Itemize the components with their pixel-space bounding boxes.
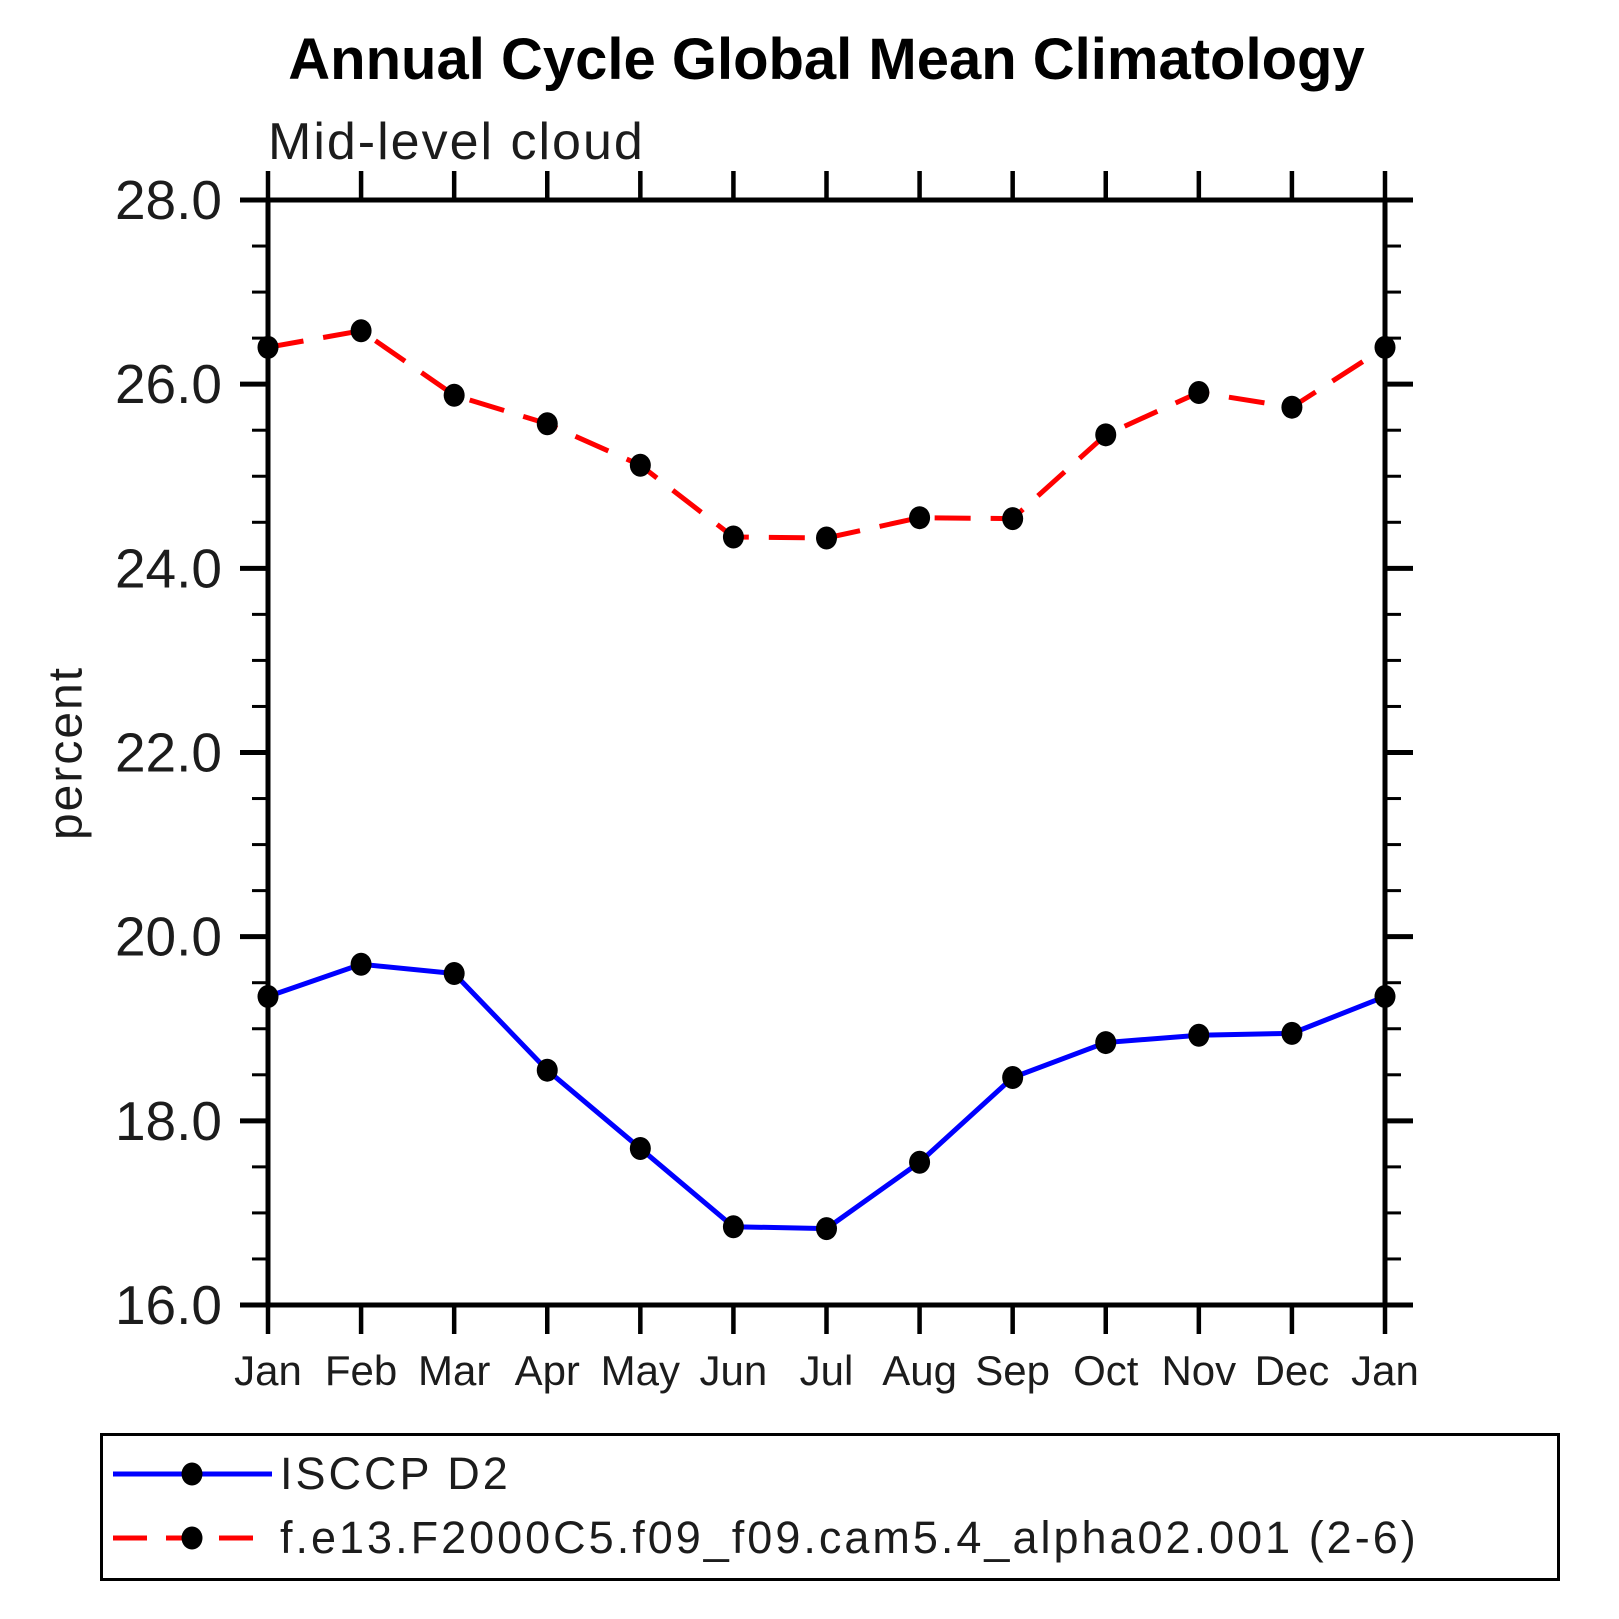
series-line-1 <box>267 328 1387 541</box>
data-point-marker <box>816 1217 837 1241</box>
data-point-marker <box>1095 1031 1117 1055</box>
x-tick-label: Mar <box>418 1347 490 1394</box>
data-point-marker <box>722 1215 744 1239</box>
legend-line-sample <box>113 1526 272 1550</box>
data-point-marker <box>350 319 372 343</box>
x-tick-label: Nov <box>1161 1347 1236 1394</box>
legend-label: ISCCP D2 <box>280 1448 511 1499</box>
x-tick-label: Jan <box>1351 1347 1419 1394</box>
data-point-marker <box>1281 395 1303 419</box>
data-point-marker <box>1374 335 1396 359</box>
x-tick-label: Jul <box>800 1347 854 1394</box>
data-point-marker <box>536 1058 558 1082</box>
data-point-marker <box>257 985 279 1009</box>
data-point-marker <box>816 526 837 550</box>
data-point-marker <box>629 1136 651 1160</box>
chart-title: Annual Cycle Global Mean Climatology <box>288 27 1365 92</box>
data-point-marker <box>1281 1021 1303 1045</box>
legend-label: f.e13.F2000C5.f09_f09.cam5.4_alpha02.001… <box>280 1512 1419 1563</box>
data-point-marker <box>443 962 465 985</box>
legend-sample-marker <box>181 1526 203 1550</box>
plot-frame <box>265 197 1388 1308</box>
y-tick-label: 24.0 <box>115 537 222 599</box>
x-tick-label: Apr <box>515 1347 580 1394</box>
x-tick-label: Sep <box>975 1347 1050 1394</box>
legend-line-sample <box>113 1462 272 1486</box>
y-tick-label: 28.0 <box>115 169 222 231</box>
y-tick-label: 22.0 <box>115 722 222 784</box>
data-point-marker <box>443 383 465 407</box>
data-point-marker <box>629 453 651 477</box>
data-point-marker <box>1188 1023 1210 1047</box>
data-point-marker <box>722 525 744 549</box>
legend-item: f.e13.F2000C5.f09_f09.cam5.4_alpha02.001… <box>103 1510 1557 1566</box>
data-point-marker <box>1374 985 1396 1009</box>
y-tick-label: 20.0 <box>115 906 222 968</box>
y-tick-label: 26.0 <box>115 353 222 415</box>
data-point-marker <box>1002 507 1024 531</box>
x-tick-label: Oct <box>1073 1347 1139 1394</box>
y-tick-label: 18.0 <box>115 1090 222 1152</box>
x-tick-label: Feb <box>325 1347 397 1394</box>
data-point-marker <box>536 412 558 436</box>
data-point-marker <box>909 1150 931 1174</box>
data-point-marker <box>350 952 372 976</box>
y-tick-label: 16.0 <box>115 1274 222 1336</box>
legend-sample-marker <box>181 1462 203 1486</box>
x-tick-label: Jan <box>234 1347 302 1394</box>
x-tick-label: Jun <box>700 1347 768 1394</box>
series-line-0 <box>267 961 1386 1232</box>
legend-item: ISCCP D2 <box>103 1446 1557 1502</box>
data-point-marker <box>1002 1066 1024 1090</box>
legend-box: ISCCP D2 f.e13.F2000C5.f09_f09.cam5.4_alp… <box>100 1433 1560 1581</box>
x-tick-label: Dec <box>1255 1347 1330 1394</box>
data-point-marker <box>257 335 279 359</box>
x-tick-label: May <box>601 1347 680 1394</box>
data-point-marker <box>909 506 931 530</box>
x-tick-label: Aug <box>882 1347 957 1394</box>
chart-subtitle: Mid-level cloud <box>268 113 645 171</box>
data-point-marker <box>1188 380 1210 404</box>
data-point-marker <box>1095 423 1117 447</box>
